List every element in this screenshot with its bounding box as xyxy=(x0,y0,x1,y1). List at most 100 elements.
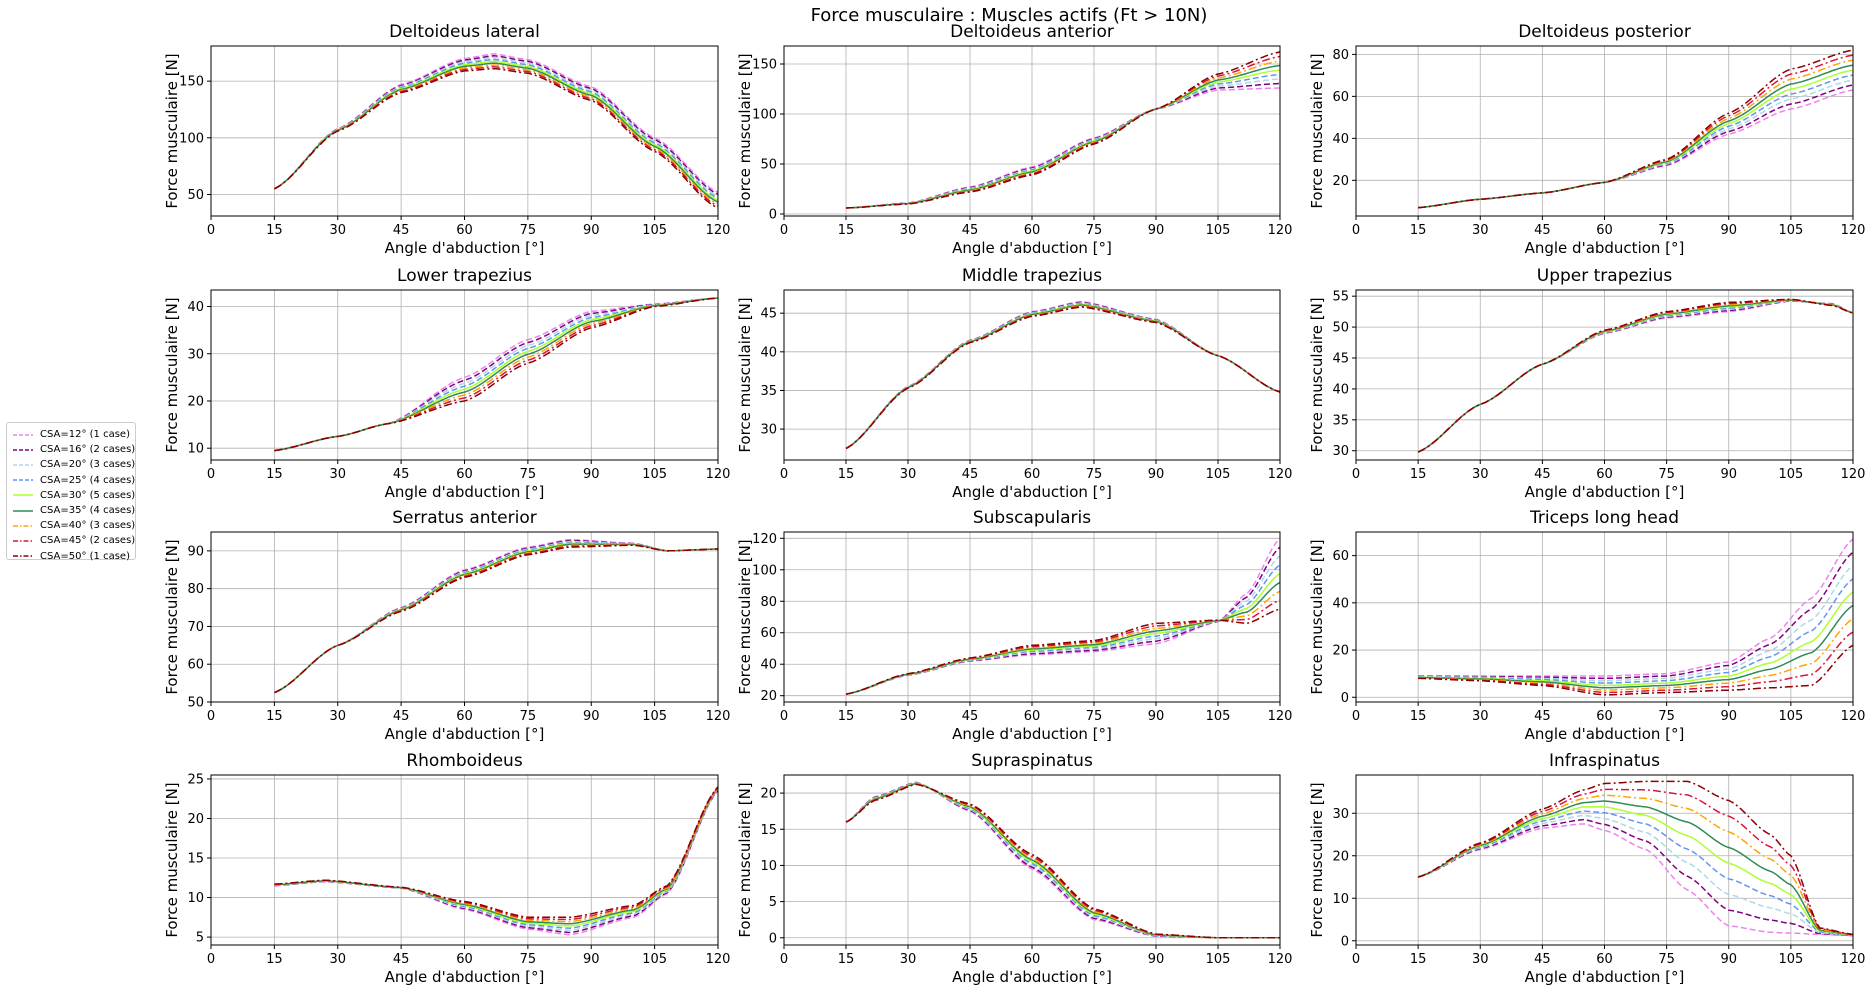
subplot-8: 0 15 30 45 60 75 90 105 120 0 20 40 60 Triceps long h… xyxy=(1308,508,1865,743)
x-tick-label: 15 xyxy=(838,952,855,967)
x-tick-label: 90 xyxy=(1148,952,1165,967)
x-tick-label: 0 xyxy=(207,709,215,724)
x-tick-label: 120 xyxy=(1841,952,1866,967)
series-line xyxy=(274,67,719,209)
series-line xyxy=(845,581,1281,695)
y-tick-label: 35 xyxy=(1332,413,1349,428)
series-line xyxy=(845,782,1280,939)
y-tick-label: 40 xyxy=(1332,382,1349,397)
x-tick-label: 30 xyxy=(329,952,346,967)
x-tick-label: 60 xyxy=(1596,223,1613,238)
subplot-title: Rhomboideus xyxy=(406,751,522,771)
series-line xyxy=(1418,69,1854,209)
y-axis-label: Force musculaire [N] xyxy=(736,297,754,452)
y-tick-label: 0 xyxy=(1341,934,1349,949)
series-line xyxy=(845,302,1281,450)
x-tick-label: 120 xyxy=(1268,223,1293,238)
subplot-title: Lower trapezius xyxy=(397,266,532,286)
x-tick-label: 15 xyxy=(1410,223,1427,238)
subplot-11: 0 15 30 45 60 75 90 105 120 0 10 20 30 Infraspinatus A… xyxy=(1308,751,1865,986)
x-tick-label: 30 xyxy=(900,952,917,967)
x-tick-label: 45 xyxy=(393,709,410,724)
x-tick-label: 0 xyxy=(1352,709,1360,724)
y-tick-label: 100 xyxy=(179,131,204,146)
series-line xyxy=(1417,788,1854,936)
x-tick-label: 0 xyxy=(207,223,215,238)
series-line xyxy=(845,300,1281,450)
y-tick-label: 100 xyxy=(752,108,777,123)
x-tick-label: 15 xyxy=(266,709,283,724)
x-tick-label: 15 xyxy=(266,952,283,967)
subplot-2: 0 15 30 45 60 75 90 105 120 20 40 60 80 Deltoideus po… xyxy=(1308,22,1865,257)
x-tick-label: 120 xyxy=(706,952,731,967)
y-tick-label: 0 xyxy=(769,208,777,223)
x-tick-label: 105 xyxy=(642,223,667,238)
series-line xyxy=(1417,780,1854,936)
y-tick-label: 30 xyxy=(1332,807,1349,822)
x-tick-label: 45 xyxy=(393,952,410,967)
series-line xyxy=(845,87,1280,209)
x-tick-label: 75 xyxy=(520,467,537,482)
subplot-5: 0 15 30 45 60 75 90 105 120 30 35 40 45 50 55 Upper tra… xyxy=(1308,266,1865,501)
x-axis-label: Angle d'abduction [°] xyxy=(952,239,1112,257)
x-tick-label: 30 xyxy=(900,223,917,238)
figure-suptitle: Force musculaire : Muscles actifs (Ft > … xyxy=(811,5,1208,26)
legend-label: CSA=16° (2 cases) xyxy=(40,444,136,456)
x-tick-label: 0 xyxy=(1352,467,1360,482)
series-line xyxy=(845,306,1281,450)
y-tick-label: 20 xyxy=(760,787,777,802)
y-tick-label: 30 xyxy=(187,347,204,362)
x-tick-label: 90 xyxy=(1148,467,1165,482)
series-line xyxy=(845,55,1281,209)
y-tick-label: 10 xyxy=(1332,892,1349,907)
series-line xyxy=(274,297,719,452)
subplot-title: Infraspinatus xyxy=(1549,751,1660,771)
x-tick-label: 105 xyxy=(1206,223,1231,238)
legend-label: CSA=30° (5 cases) xyxy=(40,489,136,501)
x-tick-label: 90 xyxy=(1148,709,1165,724)
series-line xyxy=(274,297,719,452)
x-tick-label: 75 xyxy=(1658,709,1675,724)
y-axis-label: Force musculaire [N] xyxy=(163,297,181,452)
series-line xyxy=(274,60,719,201)
y-tick-label: 25 xyxy=(187,772,204,787)
series-line xyxy=(1417,298,1854,453)
y-axis-label: Force musculaire [N] xyxy=(163,53,181,208)
y-tick-label: 40 xyxy=(1332,596,1349,611)
x-tick-label: 45 xyxy=(1534,467,1551,482)
series-line xyxy=(1418,49,1854,209)
series-line xyxy=(274,544,718,694)
x-tick-label: 45 xyxy=(962,467,979,482)
legend-entry: CSA=45° (2 cases) xyxy=(12,533,135,548)
y-tick-label: 70 xyxy=(187,620,204,635)
x-tick-label: 105 xyxy=(1778,223,1803,238)
x-tick-label: 75 xyxy=(1658,952,1675,967)
x-tick-label: 15 xyxy=(838,223,855,238)
x-tick-label: 0 xyxy=(780,952,788,967)
x-tick-label: 75 xyxy=(1086,952,1103,967)
x-tick-label: 0 xyxy=(207,952,215,967)
subplot-title: Deltoideus posterior xyxy=(1518,22,1691,42)
y-tick-label: 80 xyxy=(760,595,777,610)
x-tick-label: 75 xyxy=(1086,467,1103,482)
series-line xyxy=(274,297,719,452)
legend-swatch xyxy=(13,494,33,497)
subplot-7: 0 15 30 45 60 75 90 105 120 20 40 60 80 100 120 Subscap… xyxy=(736,508,1292,743)
x-tick-label: 30 xyxy=(1472,952,1489,967)
x-tick-label: 75 xyxy=(1658,467,1675,482)
subplot-6: 0 15 30 45 60 75 90 105 120 50 60 70 80 90 Serratus an… xyxy=(163,508,730,743)
x-tick-label: 105 xyxy=(1206,709,1231,724)
x-tick-label: 60 xyxy=(1024,952,1041,967)
x-tick-label: 30 xyxy=(329,467,346,482)
series-line xyxy=(274,297,719,452)
series-line xyxy=(1418,551,1854,680)
x-tick-label: 90 xyxy=(583,709,600,724)
x-tick-label: 15 xyxy=(266,223,283,238)
series-line xyxy=(274,53,719,193)
series-line xyxy=(845,608,1281,695)
y-tick-label: 20 xyxy=(1332,644,1349,659)
x-tick-label: 30 xyxy=(1472,467,1489,482)
x-tick-label: 45 xyxy=(962,952,979,967)
y-axis-label: Force musculaire [N] xyxy=(736,539,754,694)
